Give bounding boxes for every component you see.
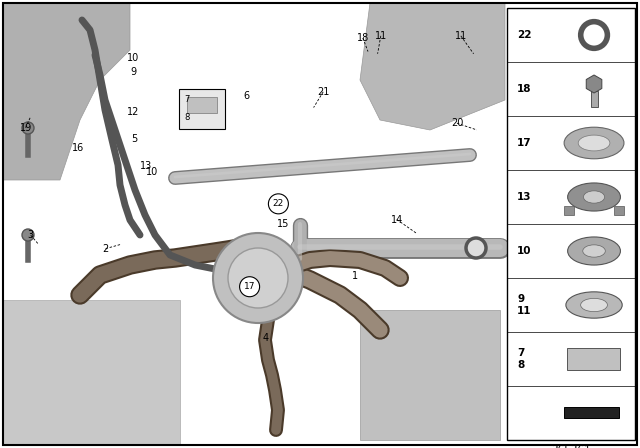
Text: 1: 1 xyxy=(352,271,358,280)
Bar xyxy=(567,349,620,370)
Text: 7
8: 7 8 xyxy=(517,348,524,370)
Ellipse shape xyxy=(568,237,620,265)
Text: 22: 22 xyxy=(273,199,284,208)
Text: 7: 7 xyxy=(184,95,189,103)
Text: 17: 17 xyxy=(517,138,532,148)
Text: 10: 10 xyxy=(145,168,158,177)
Text: 4: 4 xyxy=(262,333,269,343)
Circle shape xyxy=(22,229,34,241)
Text: 11: 11 xyxy=(454,31,467,41)
Text: 9: 9 xyxy=(130,67,136,77)
Text: 6: 6 xyxy=(243,91,250,101)
Text: 22: 22 xyxy=(517,30,531,40)
Ellipse shape xyxy=(566,292,622,318)
Polygon shape xyxy=(3,300,180,445)
Text: 14: 14 xyxy=(390,215,403,224)
Text: 10: 10 xyxy=(517,246,531,256)
Polygon shape xyxy=(360,310,500,440)
Polygon shape xyxy=(3,3,130,180)
Text: 19: 19 xyxy=(19,123,32,133)
Circle shape xyxy=(228,248,288,308)
Text: 18: 18 xyxy=(517,84,531,94)
Circle shape xyxy=(239,277,260,297)
Bar xyxy=(507,8,635,440)
Text: 5: 5 xyxy=(131,134,138,144)
Text: 20: 20 xyxy=(451,118,463,128)
Polygon shape xyxy=(564,407,619,418)
Bar xyxy=(187,97,217,113)
Text: 21: 21 xyxy=(317,87,330,97)
Text: 365361: 365361 xyxy=(551,445,591,448)
Text: 2: 2 xyxy=(102,244,109,254)
Circle shape xyxy=(466,238,486,258)
Text: 3: 3 xyxy=(28,230,34,240)
Text: 13: 13 xyxy=(140,161,152,171)
Text: 13: 13 xyxy=(517,192,531,202)
Circle shape xyxy=(22,122,34,134)
Text: 15: 15 xyxy=(277,219,290,229)
Ellipse shape xyxy=(578,135,610,151)
Text: 18: 18 xyxy=(356,33,369,43)
Ellipse shape xyxy=(564,127,624,159)
Circle shape xyxy=(580,22,607,48)
Text: 17: 17 xyxy=(244,282,255,291)
Circle shape xyxy=(268,194,289,214)
Bar xyxy=(179,89,225,129)
Circle shape xyxy=(213,233,303,323)
Polygon shape xyxy=(586,75,602,93)
Polygon shape xyxy=(360,3,505,130)
Ellipse shape xyxy=(584,191,605,203)
Bar xyxy=(564,206,574,215)
Bar xyxy=(591,91,598,107)
Text: 12: 12 xyxy=(127,107,140,117)
Ellipse shape xyxy=(568,183,620,211)
Ellipse shape xyxy=(580,298,607,312)
Text: 10: 10 xyxy=(127,53,140,63)
Text: 11: 11 xyxy=(374,31,387,41)
Bar xyxy=(614,206,624,215)
Text: 9
11: 9 11 xyxy=(517,294,531,316)
Text: 8: 8 xyxy=(184,112,189,121)
Text: 16: 16 xyxy=(72,143,84,153)
Ellipse shape xyxy=(583,245,605,257)
